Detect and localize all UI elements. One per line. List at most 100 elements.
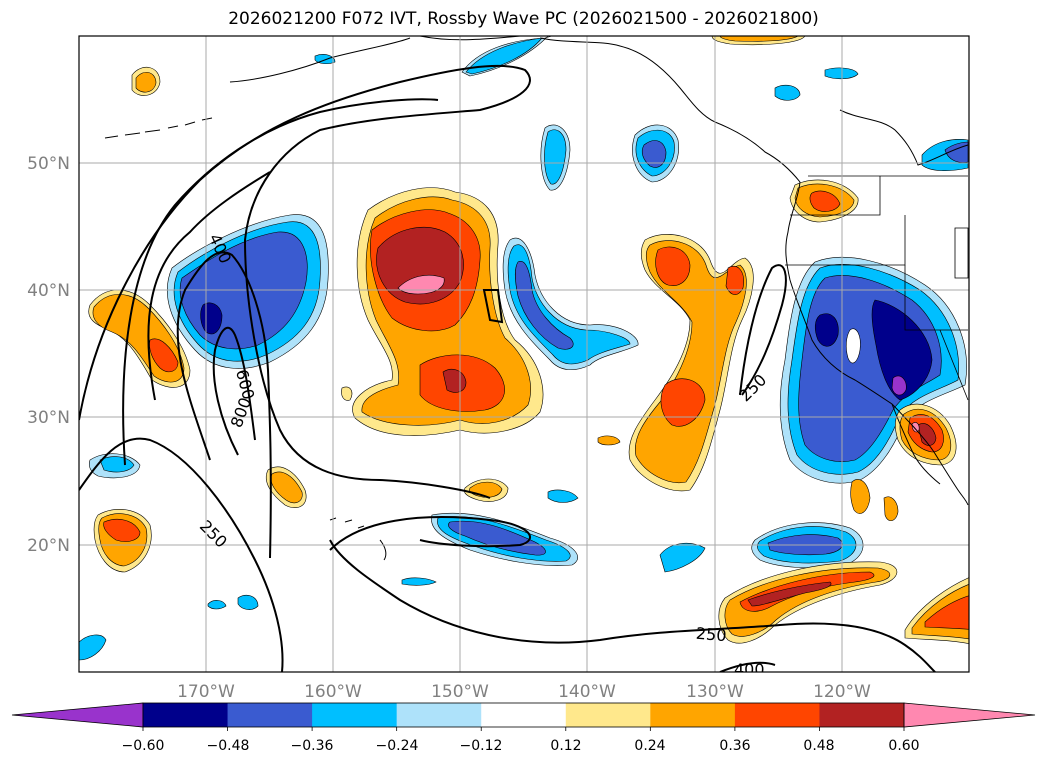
canada-inland xyxy=(839,109,969,166)
negative-anomaly-ne-3 xyxy=(774,84,801,101)
lon-label-170w: 170°W xyxy=(177,682,235,702)
colorbar-label-060: 0.60 xyxy=(888,738,919,754)
contour-400-bottom xyxy=(719,661,776,672)
contour-250-south-2 xyxy=(329,516,531,551)
colorbar-label-neg-024: −0.24 xyxy=(376,738,419,754)
positive-anomaly-diagonal-red xyxy=(655,246,691,286)
negative-anomaly-mid-royal xyxy=(515,261,574,350)
lon-label-130w: 130°W xyxy=(686,682,744,702)
positive-anomaly-oregon-red xyxy=(809,190,841,212)
positive-anomaly-top-right-orange xyxy=(719,36,799,42)
positive-anomaly-dot-2 xyxy=(850,479,871,514)
negative-anomaly-mid-sky xyxy=(507,244,631,365)
negative-anomaly-north-2-royal xyxy=(641,140,667,168)
colorbar-outline xyxy=(142,702,905,728)
west-coast xyxy=(785,181,969,506)
lon-label-160w: 160°W xyxy=(304,682,362,702)
positive-anomaly-baja-pink xyxy=(911,422,920,433)
gridlines xyxy=(79,36,969,672)
negative-anomaly-dot-b xyxy=(547,489,579,503)
colorbar-cell xyxy=(819,703,905,727)
positive-anomaly-southeast-band-orange xyxy=(724,567,891,637)
contour-400-west xyxy=(122,98,439,466)
state-line-5 xyxy=(939,329,969,401)
colorbar-cell xyxy=(312,703,398,727)
contour-250-bottom xyxy=(329,539,936,672)
colorbar-label-neg-036: −0.36 xyxy=(291,738,334,754)
colorbar-label-neg-060: −0.60 xyxy=(122,738,165,754)
negative-anomaly-dot-c xyxy=(659,542,706,573)
positive-anomaly-top-left-orange xyxy=(135,71,157,93)
contour-600 xyxy=(176,251,272,559)
colorbar-cell xyxy=(143,703,229,727)
colorbar-label-048: 0.48 xyxy=(803,738,834,754)
ivt-contours xyxy=(79,64,936,672)
colorbar-cell xyxy=(396,703,482,727)
colorbar-label-012: 0.12 xyxy=(550,738,581,754)
negative-anomaly-coast-navy xyxy=(871,299,933,401)
negative-anomaly-dot-a xyxy=(237,594,259,610)
colorbar-label-036: 0.36 xyxy=(719,738,750,754)
positive-anomaly-dot-3 xyxy=(883,496,899,521)
colorbar-cells xyxy=(143,703,905,727)
lon-label-120w: 120°W xyxy=(813,682,871,702)
colorbar-labels: −0.60 −0.48 −0.36 −0.24 −0.12 0.12 0.24 … xyxy=(122,738,920,754)
lat-label-40n: 40°N xyxy=(27,281,70,301)
positive-anomaly-diagonal-red-2 xyxy=(660,378,706,427)
baja-peninsula xyxy=(891,403,941,485)
lat-label-50n: 50°N xyxy=(27,154,70,174)
positive-anomaly-west-edge-red xyxy=(149,338,179,373)
negative-anomaly-west-navy xyxy=(200,302,223,335)
positive-anomaly-southeast-band-darkred xyxy=(747,581,832,607)
colorbar-ticks xyxy=(142,727,905,731)
colorbar-cell xyxy=(565,703,651,727)
colorbar-cell xyxy=(227,703,313,727)
colorbar-label-neg-048: −0.48 xyxy=(207,738,250,754)
contour-400-inner xyxy=(147,171,271,401)
negative-anomaly-sw-corner xyxy=(79,634,107,661)
alaska-coast xyxy=(229,36,801,183)
positive-anomaly-dot-1 xyxy=(597,435,621,446)
map-title: 2026021200 F072 IVT, Rossby Wave PC (202… xyxy=(228,9,819,29)
colorbar: −0.60 −0.48 −0.36 −0.24 −0.12 0.12 0.24 … xyxy=(11,702,1036,754)
state-line-3 xyxy=(904,265,968,331)
positive-anomaly-dot-4 xyxy=(341,386,353,401)
latitude-labels: 50°N 40°N 30°N 20°N xyxy=(27,154,70,556)
contour-250-east xyxy=(739,264,787,396)
contour-800 xyxy=(212,326,256,456)
colorbar-cell xyxy=(481,703,567,727)
colorbar-arrow-right xyxy=(903,702,1036,728)
colorbar-arrow-left xyxy=(11,702,144,728)
colorbar-cell xyxy=(734,703,820,727)
negative-anomaly-coast-navy-2 xyxy=(814,313,839,347)
state-line-1 xyxy=(790,176,881,216)
lon-label-140w: 140°W xyxy=(558,682,616,702)
contour-label-400-bottom: 400 xyxy=(734,660,765,679)
negative-anomaly-south-royal xyxy=(448,520,546,556)
positive-anomaly-small-west-red xyxy=(103,519,141,542)
contour-250-south xyxy=(79,437,284,672)
negative-anomaly-dot-e xyxy=(207,600,227,610)
colorbar-label-neg-012: −0.12 xyxy=(460,738,503,754)
aleutian-islands xyxy=(104,117,213,139)
positive-anomaly-se-corner-red xyxy=(924,595,969,630)
state-borders xyxy=(785,175,969,401)
lat-label-30n: 30°N xyxy=(27,408,70,428)
positive-anomaly-diagonal-red-3 xyxy=(725,266,744,295)
contour-small-loop xyxy=(482,289,504,324)
negative-anomaly-dot-d xyxy=(401,577,437,586)
negative-anomaly-coast-purple xyxy=(891,375,907,396)
contour-label-250-bottom: 250 xyxy=(695,624,727,646)
longitude-labels: 170°W 160°W 150°W 140°W 130°W 120°W xyxy=(177,682,871,702)
lat-label-20n: 20°N xyxy=(27,536,70,556)
positive-anomaly-small-mid-orange xyxy=(270,471,303,504)
map-frame xyxy=(78,35,970,673)
colorbar-cell xyxy=(650,703,736,727)
positive-anomaly-baja-darkred xyxy=(917,423,937,446)
lon-label-150w: 150°W xyxy=(431,682,489,702)
coastlines xyxy=(104,36,969,561)
map-content: 400 600 800 250 250 250 400 xyxy=(79,36,969,679)
colorbar-label-024: 0.24 xyxy=(634,738,665,754)
negative-anomaly-coast-white-hole xyxy=(845,328,861,364)
